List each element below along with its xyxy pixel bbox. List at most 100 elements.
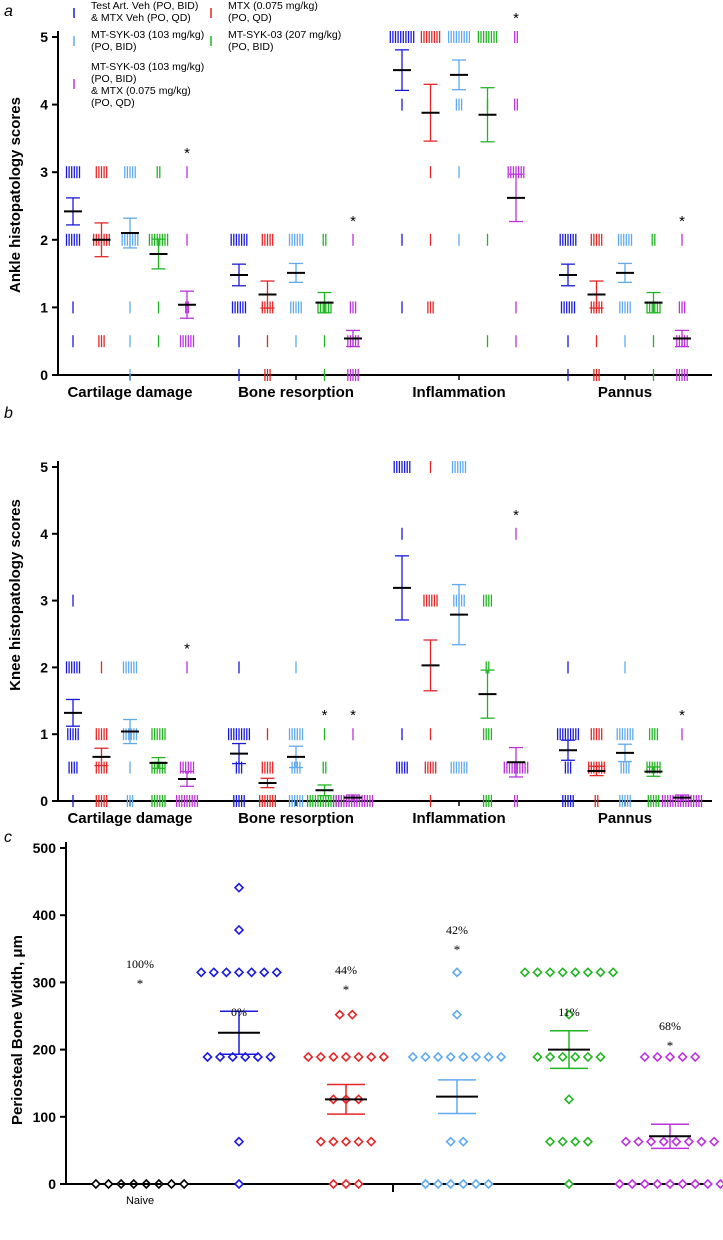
data-point-combo [664, 1178, 676, 1190]
significance-star: * [350, 707, 356, 724]
data-point-syk103 [458, 1051, 469, 1063]
data-point-syk207 [544, 1051, 556, 1063]
data-point-veh [227, 1051, 238, 1063]
data-point-mtx [347, 1009, 358, 1020]
legend-item-vehicle: Test Art. Veh (PO, BID) & MTX Veh (PO, Q… [73, 0, 198, 24]
data-point-naive [90, 1178, 102, 1190]
data-point-syk103 [420, 1051, 431, 1063]
y-tick-label: 4 [40, 526, 48, 542]
data-point-syk103 [451, 1009, 463, 1020]
data-point-combo [664, 1051, 676, 1063]
x-category-label: Bone resorption [238, 810, 354, 827]
data-point-syk103 [407, 1051, 419, 1063]
data-point-syk207 [582, 1051, 594, 1063]
data-point-mtx [303, 1051, 314, 1063]
significance-star: * [322, 707, 328, 724]
data-point-syk207 [570, 1136, 581, 1147]
data-point-mtx [366, 1051, 377, 1063]
x-category-label: Inflammation [412, 384, 505, 401]
data-point-syk103 [470, 1051, 482, 1063]
panel-b-label: b [4, 405, 13, 422]
significance-star: * [454, 942, 461, 957]
data-point-combo [683, 1136, 695, 1147]
data-point-mtx [315, 1136, 326, 1147]
x-category-label: Cartilage damage [67, 384, 192, 401]
data-point-combo [696, 1136, 707, 1147]
y-tick-label: 3 [40, 593, 48, 609]
data-point-syk103 [445, 1136, 456, 1147]
data-point-syk103 [432, 1178, 444, 1190]
significance-star: * [513, 10, 519, 27]
data-point-mtx [340, 1051, 352, 1063]
panel-a-axes: 0 1 2 3 4 5 Cartilage damage Bone resorption Inf… [40, 29, 712, 401]
data-point-syk207 [532, 1051, 543, 1063]
x-category-label: Bone resorption [238, 384, 354, 401]
data-point-mtx [328, 1178, 339, 1190]
data-point-mtx [353, 1051, 364, 1063]
data-point-combo [677, 1178, 688, 1190]
significance-star: * [513, 507, 519, 524]
data-point-syk207 [570, 967, 581, 978]
data-point-syk207 [557, 967, 568, 978]
y-tick-label: 400 [33, 907, 57, 923]
data-point-mtx [378, 1051, 389, 1063]
data-point-syk207 [557, 1051, 568, 1063]
data-point-veh [208, 967, 219, 978]
significance-star: * [343, 982, 350, 997]
data-point-veh [233, 967, 245, 978]
legend-vehicle-line-1: Test Art. Veh (PO, BID) [91, 0, 198, 12]
data-point-veh [233, 882, 245, 893]
x-category-label: Pannus [598, 810, 652, 827]
data-point-veh [252, 1051, 264, 1063]
data-point-naive [178, 1178, 190, 1190]
y-tick-label: 300 [33, 974, 57, 990]
panel-a-ankle-chart: a Ankle histopatology scores 0 1 2 3 4 5 Carti… [4, 3, 712, 401]
data-point-mtx [353, 1178, 364, 1190]
data-point-veh [265, 1051, 276, 1063]
data-point-syk103 [483, 1051, 494, 1063]
panel-c-marks: 100% * 0% 44% * 42% * 11% 68% * [90, 882, 723, 1190]
legend-combo-line-1: MT-SYK-03 (103 mg/kg) [91, 61, 204, 73]
legend-syk103-line-2: (PO, BID) [91, 41, 137, 53]
data-point-combo [639, 1051, 650, 1063]
data-point-veh [196, 967, 207, 978]
significance-star: * [184, 640, 190, 657]
data-point-syk207 [557, 1136, 568, 1147]
significance-star: * [667, 1038, 674, 1053]
legend: Test Art. Veh (PO, BID) & MTX Veh (PO, Q… [73, 0, 341, 109]
y-tick-label: 0 [40, 793, 48, 809]
y-tick-label: 500 [33, 840, 57, 856]
data-point-syk103 [458, 1136, 469, 1147]
data-point-veh [233, 924, 245, 936]
legend-syk103-line-1: MT-SYK-03 (103 mg/kg) [91, 29, 204, 41]
data-point-syk207 [582, 967, 594, 978]
data-point-veh [233, 1178, 245, 1190]
data-point-mtx [334, 1009, 345, 1020]
data-point-veh [214, 1051, 226, 1063]
data-point-mtx [340, 1136, 352, 1147]
legend-item-syk207: MT-SYK-03 (207 mg/kg) (PO, BID) [210, 29, 341, 53]
data-point-combo [652, 1051, 663, 1063]
legend-syk207-line-1: MT-SYK-03 (207 mg/kg) [228, 29, 341, 41]
data-point-syk207 [544, 967, 556, 978]
data-point-mtx [315, 1051, 326, 1063]
y-tick-label: 1 [40, 726, 48, 742]
legend-vehicle-line-2: & MTX Veh (PO, QD) [91, 12, 191, 24]
data-point-mtx [328, 1136, 339, 1147]
data-point-mtx [366, 1136, 377, 1147]
y-tick-label: 4 [40, 97, 48, 113]
significance-star: * [184, 145, 190, 162]
data-point-veh [221, 967, 232, 978]
panel-a-y-axis-title: Ankle histopatology scores [7, 97, 24, 293]
data-point-syk103 [483, 1178, 494, 1190]
significance-star: * [137, 976, 144, 991]
data-point-syk103 [432, 1051, 444, 1063]
inhibition-label-veh: 0% [231, 1005, 247, 1019]
panel-a-label: a [4, 3, 13, 20]
data-point-syk207 [607, 967, 619, 978]
data-point-syk207 [595, 967, 606, 978]
y-tick-label: 2 [40, 659, 48, 675]
data-point-syk103 [445, 1178, 456, 1190]
significance-star: * [679, 213, 685, 230]
